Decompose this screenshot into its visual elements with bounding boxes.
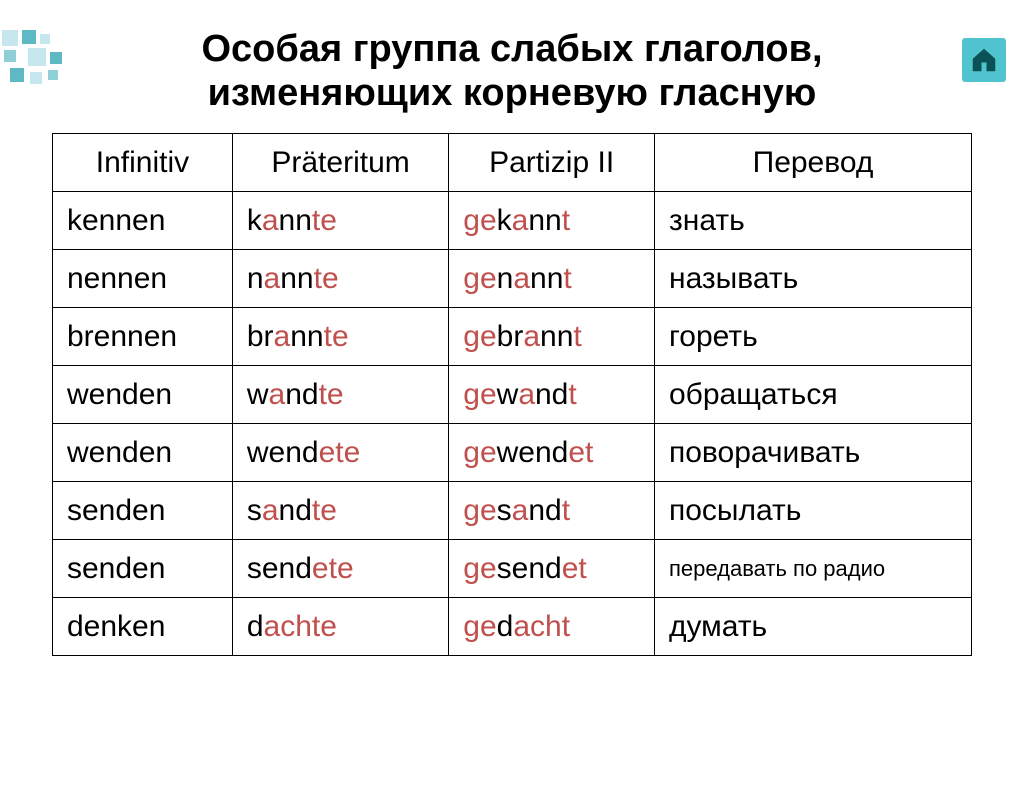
cell-infinitiv: senden: [53, 540, 233, 598]
cell-prateritum: nannte: [232, 250, 448, 308]
suffix-highlight: t: [562, 494, 570, 527]
suffix-highlight: chte: [280, 610, 337, 643]
cell-partizip: gebrannt: [449, 308, 655, 366]
suffix-highlight: te: [312, 494, 337, 527]
vowel-highlight: a: [262, 494, 279, 527]
prefix-highlight: ge: [463, 610, 496, 643]
prefix-highlight: ge: [463, 320, 496, 353]
cell-partizip: gesendet: [449, 540, 655, 598]
col-header-partizip: Partizip II: [449, 134, 655, 192]
cell-infinitiv: nennen: [53, 250, 233, 308]
cell-prateritum: wandte: [232, 366, 448, 424]
title-line-1: Особая группа слабых глаголов,: [201, 28, 822, 70]
vowel-highlight: a: [513, 610, 530, 643]
vowel-highlight: a: [269, 378, 286, 411]
vowel-highlight: a: [513, 262, 530, 295]
deco-square: [40, 34, 50, 44]
corner-decoration: [0, 28, 100, 88]
cell-infinitiv: brennen: [53, 308, 233, 366]
cell-partizip: gewandt: [449, 366, 655, 424]
home-icon: [969, 45, 999, 75]
cell-prateritum: brannte: [232, 308, 448, 366]
title-line-2: изменяющих корневую гласную: [208, 72, 817, 114]
suffix-highlight: t: [562, 204, 570, 237]
prefix-highlight: ge: [463, 552, 496, 585]
deco-square: [10, 68, 24, 82]
table-row: wendenwandtegewandtобращаться: [53, 366, 972, 424]
cell-partizip: gedacht: [449, 598, 655, 656]
table-row: brennenbranntegebranntгореть: [53, 308, 972, 366]
cell-prateritum: kannte: [232, 192, 448, 250]
suffix-highlight: et: [562, 552, 587, 585]
prefix-highlight: ge: [463, 494, 496, 527]
prefix-highlight: ge: [463, 262, 496, 295]
table-row: wendenwendetegewendetповорачивать: [53, 424, 972, 482]
table-row: sendensandtegesandtпосылать: [53, 482, 972, 540]
deco-square: [2, 30, 18, 46]
vowel-highlight: a: [264, 610, 281, 643]
cell-prateritum: wendete: [232, 424, 448, 482]
cell-prateritum: sandte: [232, 482, 448, 540]
cell-translation: обращаться: [655, 366, 972, 424]
deco-square: [48, 70, 58, 80]
suffix-highlight: ete: [319, 436, 361, 469]
suffix-highlight: cht: [530, 610, 570, 643]
suffix-highlight: ete: [312, 552, 354, 585]
suffix-highlight: t: [563, 262, 571, 295]
col-header-prateritum: Präteritum: [232, 134, 448, 192]
vowel-highlight: a: [523, 320, 540, 353]
cell-infinitiv: kennen: [53, 192, 233, 250]
verb-table: Infinitiv Präteritum Partizip II Перевод…: [52, 133, 972, 656]
slide-title: Особая группа слабых глаголов, изменяющи…: [0, 28, 1024, 115]
table-row: kennenkanntegekanntзнать: [53, 192, 972, 250]
suffix-highlight: te: [324, 320, 349, 353]
cell-translation: называть: [655, 250, 972, 308]
vowel-highlight: a: [518, 378, 535, 411]
cell-infinitiv: denken: [53, 598, 233, 656]
cell-translation: посылать: [655, 482, 972, 540]
col-header-translation: Перевод: [655, 134, 972, 192]
prefix-highlight: ge: [463, 436, 496, 469]
cell-partizip: gesandt: [449, 482, 655, 540]
suffix-highlight: t: [573, 320, 581, 353]
cell-prateritum: sendete: [232, 540, 448, 598]
cell-partizip: genannt: [449, 250, 655, 308]
cell-translation: передавать по радио: [655, 540, 972, 598]
table-row: sendensendetegesendetпередавать по радио: [53, 540, 972, 598]
deco-square: [30, 72, 42, 84]
suffix-highlight: et: [568, 436, 593, 469]
vowel-highlight: a: [512, 494, 529, 527]
deco-square: [28, 48, 46, 66]
vowel-highlight: a: [512, 204, 529, 237]
vowel-highlight: a: [264, 262, 281, 295]
table-row: denkendachtegedachtдумать: [53, 598, 972, 656]
suffix-highlight: te: [312, 204, 337, 237]
cell-infinitiv: senden: [53, 482, 233, 540]
vowel-highlight: a: [262, 204, 279, 237]
cell-prateritum: dachte: [232, 598, 448, 656]
deco-square: [22, 30, 36, 44]
suffix-highlight: te: [314, 262, 339, 295]
cell-infinitiv: wenden: [53, 366, 233, 424]
prefix-highlight: ge: [463, 204, 496, 237]
deco-square: [4, 50, 16, 62]
suffix-highlight: t: [568, 378, 576, 411]
vowel-highlight: a: [274, 320, 291, 353]
cell-translation: поворачивать: [655, 424, 972, 482]
cell-translation: гореть: [655, 308, 972, 366]
suffix-highlight: te: [319, 378, 344, 411]
table-row: nennennanntegenanntназывать: [53, 250, 972, 308]
table-header-row: Infinitiv Präteritum Partizip II Перевод: [53, 134, 972, 192]
col-header-infinitiv: Infinitiv: [53, 134, 233, 192]
home-button[interactable]: [962, 38, 1006, 82]
cell-partizip: gewendet: [449, 424, 655, 482]
cell-infinitiv: wenden: [53, 424, 233, 482]
deco-square: [50, 52, 62, 64]
cell-translation: знать: [655, 192, 972, 250]
prefix-highlight: ge: [463, 378, 496, 411]
cell-partizip: gekannt: [449, 192, 655, 250]
cell-translation: думать: [655, 598, 972, 656]
